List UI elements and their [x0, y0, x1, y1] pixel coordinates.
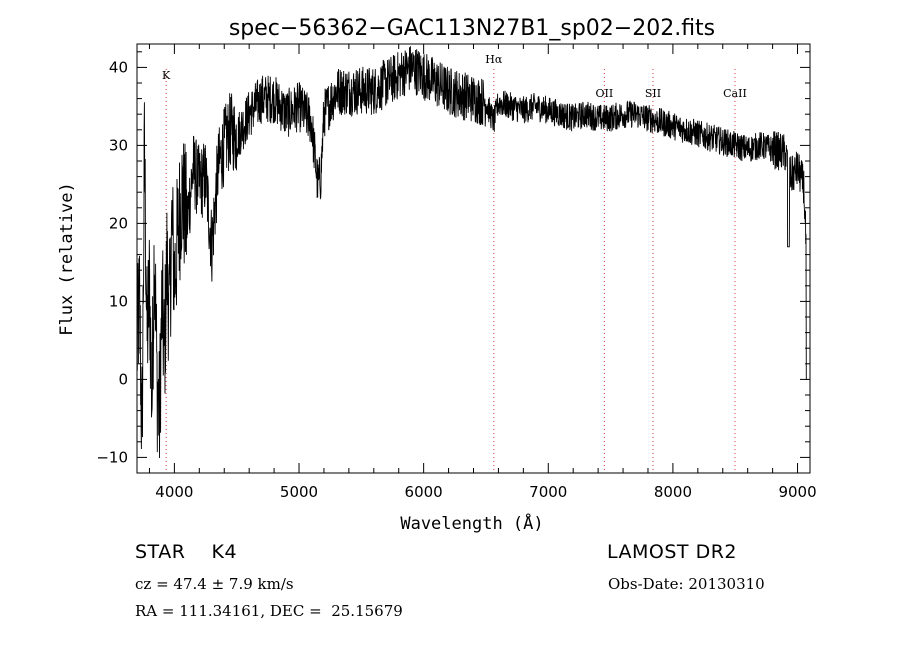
x-axis-label: Wavelength (Å): [400, 512, 543, 534]
object-class: STAR K4: [135, 541, 238, 563]
x-tick-label-4: 8000: [654, 483, 692, 501]
y-tick-label-1: 0: [118, 370, 128, 388]
line-label-2: OII: [596, 87, 614, 100]
redshift-cz: cz = 47.4 ± 7.9 km/s: [135, 575, 294, 593]
x-tick-label-1: 5000: [280, 483, 318, 501]
line-label-1: Hα: [485, 53, 503, 66]
x-tick-label-3: 7000: [529, 483, 567, 501]
y-tick-label-4: 30: [109, 136, 128, 154]
x-tick-label-0: 4000: [155, 483, 193, 501]
y-tick-label-2: 10: [109, 292, 128, 310]
y-axis-label: Flux (relative): [57, 182, 77, 336]
x-tick-label-2: 6000: [405, 483, 443, 501]
survey-name: LAMOST DR2: [607, 541, 737, 563]
line-label-4: CaII: [723, 87, 747, 100]
x-tick-label-5: 9000: [778, 483, 816, 501]
sky-coordinates: RA = 111.34161, DEC = 25.15679: [135, 602, 403, 620]
y-tick-label-3: 20: [109, 214, 128, 232]
spectrum-line: [136, 46, 808, 459]
line-label-3: SII: [645, 87, 661, 100]
line-label-0: K: [162, 69, 171, 82]
y-tick-label-5: 40: [109, 58, 128, 76]
y-tick-label-0: −10: [96, 448, 128, 466]
observation-date: Obs-Date: 20130310: [608, 575, 765, 593]
chart-title: spec−56362−GAC113N27B1_sp02−202.fits: [229, 16, 715, 41]
plot-area: K Hα OII SII CaII 4000 5000 6000 7000 8000 9000 −10…: [96, 43, 817, 501]
